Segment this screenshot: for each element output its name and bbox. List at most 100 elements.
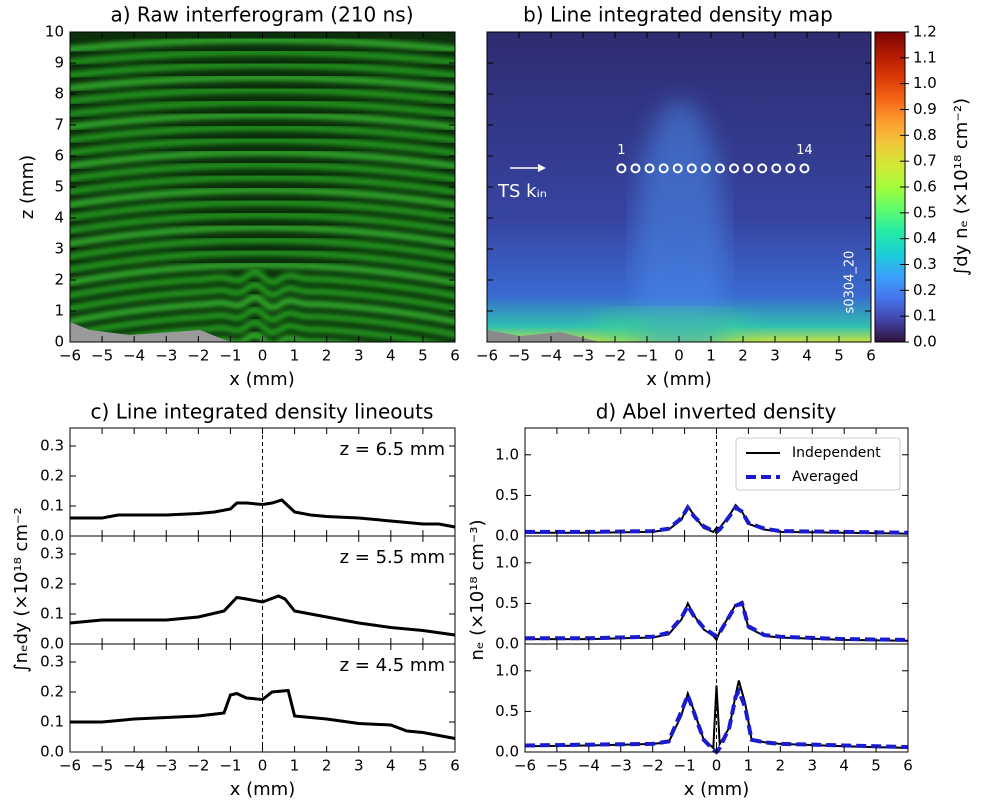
fringe [70, 250, 455, 273]
y-tick-label: 0.2 [40, 467, 64, 485]
legend-label: Independent [792, 445, 881, 461]
fringe [70, 294, 455, 325]
fringe [70, 269, 455, 299]
fringe [70, 50, 455, 65]
chart-title: a) Raw interferogram (210 ns) [110, 3, 413, 27]
x-tick-label: 1 [290, 347, 300, 365]
x-tick-label: 4 [386, 757, 396, 775]
line [70, 498, 456, 529]
y-tick-label: 0.3 [40, 545, 64, 563]
x-tick-label: 5 [871, 757, 881, 775]
x-tick-label: −2 [187, 757, 209, 775]
x-tick-label: 3 [770, 347, 780, 365]
x-axis-label: x (mm) [646, 369, 712, 390]
x-tick-label: 2 [322, 757, 332, 775]
colorbar-tick-label: 0.3 [913, 255, 937, 273]
fringe [70, 112, 455, 130]
legend-label: Averaged [792, 469, 858, 485]
axes-frame [69, 643, 456, 753]
y-tick-label: 10 [45, 23, 64, 41]
annotation: TS kᵢₙ [497, 181, 547, 202]
fringe [70, 162, 455, 182]
x-axis-label: x (mm) [229, 369, 295, 390]
x-tick-label: 1 [290, 757, 300, 775]
x-axis-label: x (mm) [684, 779, 750, 800]
ts-point [785, 163, 796, 174]
axes-frame [524, 643, 909, 753]
fringe [70, 87, 455, 104]
colorbar-tick-label: 1.2 [913, 23, 937, 41]
y-tick-label: 0.1 [40, 713, 64, 731]
x-tick-label: −5 [508, 347, 530, 365]
y-tick-label: 8 [54, 85, 64, 103]
y-tick-label: 0.3 [40, 437, 64, 455]
ts-point [799, 163, 810, 174]
y-tick-label: 0.0 [40, 527, 64, 545]
fringe [70, 187, 455, 208]
x-tick-label: 3 [354, 347, 364, 365]
x-tick-label: 4 [839, 757, 849, 775]
x-tick-label: 5 [418, 757, 428, 775]
colorbar-tick-label: 0.4 [913, 229, 937, 247]
fringe [70, 225, 455, 247]
colorbar-tick-label: 0.1 [913, 307, 937, 325]
y-tick-label: 2 [54, 271, 64, 289]
y-tick-label: 0.5 [495, 486, 519, 504]
x-tick-label: −2 [642, 757, 664, 775]
x-tick-label: 6 [903, 757, 913, 775]
ts-point [729, 163, 740, 174]
axes-frame [69, 31, 456, 343]
x-tick-label: −1 [219, 757, 241, 775]
y-tick-label: 1.0 [495, 661, 519, 679]
ts-point [686, 163, 697, 174]
x-tick-label: 0 [712, 757, 722, 775]
x-tick-label: 4 [386, 347, 396, 365]
arrow-head [538, 164, 546, 172]
panel-annotation: z = 6.5 mm [340, 439, 445, 460]
axes-frame [486, 31, 872, 343]
y-tick-label: 9 [54, 54, 64, 72]
fringe [70, 200, 455, 221]
y-tick-label: 6 [54, 147, 64, 165]
colorbar-label: ∫dy nₑ (×10¹⁸ cm⁻²) [951, 98, 972, 276]
y-tick-label: 0.0 [40, 743, 64, 761]
y-tick-label: 0.5 [495, 702, 519, 720]
x-tick-label: 3 [354, 757, 364, 775]
annotation: 1 [617, 143, 625, 158]
fringe [70, 212, 455, 234]
y-tick-label: 0.2 [40, 575, 64, 593]
x-tick-label: −4 [123, 347, 145, 365]
x-tick-label: −4 [540, 347, 562, 365]
x-tick-label: −6 [59, 757, 81, 775]
x-tick-label: 2 [322, 347, 332, 365]
y-tick-label: 0.2 [40, 683, 64, 701]
y-tick-label: 5 [54, 178, 64, 196]
y-tick-label: 7 [54, 116, 64, 134]
y-tick-label: 3 [54, 240, 64, 258]
x-axis-label: x (mm) [230, 779, 296, 800]
fringe [70, 125, 455, 143]
fringe [70, 175, 455, 195]
x-tick-label: −1 [219, 347, 241, 365]
fringe [70, 150, 455, 169]
x-tick-label: −5 [546, 757, 568, 775]
ts-point [714, 163, 725, 174]
line [525, 600, 909, 642]
x-tick-label: −6 [514, 757, 536, 775]
panel-annotation: z = 4.5 mm [340, 655, 445, 676]
y-tick-label: 0.0 [495, 527, 519, 545]
y-tick-label: 1.0 [495, 553, 519, 571]
x-tick-label: −6 [59, 347, 81, 365]
colorbar-tick-label: 0.5 [913, 203, 937, 221]
x-tick-label: 1 [744, 757, 754, 775]
x-tick-label: −3 [155, 347, 177, 365]
x-tick-label: −3 [610, 757, 632, 775]
colorbar-tick-label: 0.0 [913, 333, 937, 351]
y-tick-label: 0.3 [40, 653, 64, 671]
x-tick-label: 0 [674, 347, 684, 365]
y-axis-label: nₑ (×10¹⁸ cm⁻³) [467, 520, 488, 661]
colorbar-tick-label: 1.0 [913, 74, 937, 92]
fringe [70, 62, 455, 78]
x-tick-label: 4 [802, 347, 812, 365]
chart-title: b) Line integrated density map [523, 3, 833, 27]
